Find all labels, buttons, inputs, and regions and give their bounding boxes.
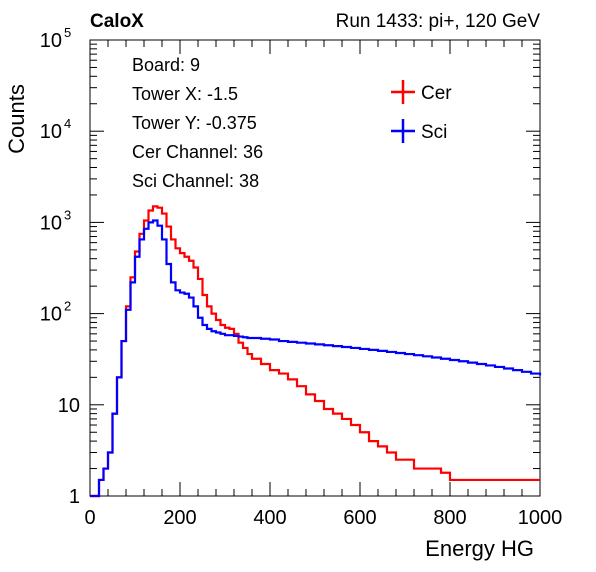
info-tower-x: Tower X: -1.5 (132, 84, 238, 104)
x-tick-label: 800 (433, 507, 466, 529)
info-board: Board: 9 (132, 55, 200, 75)
x-tick-label: 600 (343, 507, 376, 529)
y-tick-label: 10 (40, 212, 62, 234)
info-tower-y: Tower Y: -0.375 (132, 113, 257, 133)
series-layer (90, 205, 542, 498)
y-tick-label: 10 (58, 395, 80, 417)
y-axis-label: Counts (4, 84, 29, 154)
chart-right-title: Run 1433: pi+, 120 GeV (336, 11, 541, 32)
y-tick-exponent: 4 (64, 116, 71, 131)
info-sci-channel: Sci Channel: 38 (132, 171, 259, 191)
legend-label-cer: Cer (421, 83, 452, 104)
y-tick-label: 10 (40, 304, 62, 326)
legend: Cer Sci (391, 80, 452, 143)
x-tick-label: 400 (253, 507, 286, 529)
legend-label-sci: Sci (421, 122, 447, 143)
y-tick-exponent: 3 (64, 207, 71, 222)
info-box: Board: 9 Tower X: -1.5 Tower Y: -0.375 C… (119, 44, 360, 198)
x-tick-label: 1000 (518, 507, 563, 529)
chart-left-title: CaloX (90, 11, 144, 32)
y-tick-exponent: 2 (64, 299, 71, 314)
y-tick-label: 1 (69, 486, 80, 508)
y-tick-label: 10 (40, 121, 62, 143)
y-tick-exponent: 5 (64, 25, 71, 40)
y-tick-label: 10 (40, 30, 62, 52)
series-cer-line (90, 205, 540, 498)
x-tick-label: 200 (163, 507, 196, 529)
plot-frame (89, 39, 541, 497)
x-tick-label: 0 (84, 507, 95, 529)
x-axis-label: Energy HG (425, 536, 534, 561)
series-sci-line (90, 219, 542, 498)
info-cer-channel: Cer Channel: 36 (132, 142, 263, 162)
